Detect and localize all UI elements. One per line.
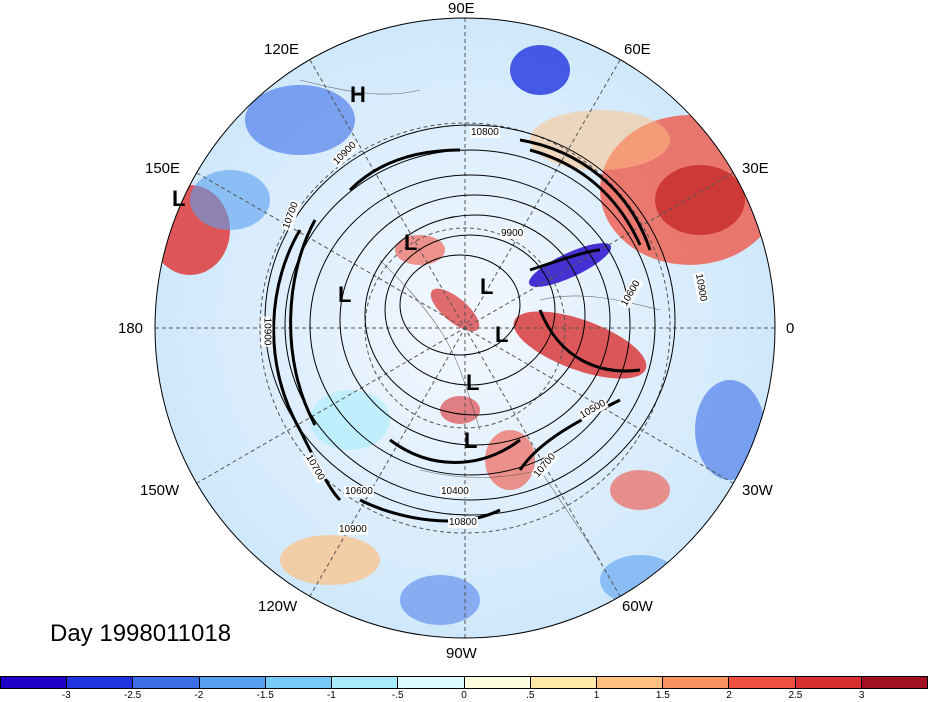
- day-label: Day 1998011018: [50, 620, 232, 647]
- lon-label-120e: 120E: [264, 41, 300, 58]
- lon-label-90e: 90E: [448, 0, 475, 17]
- colorbar-swatch: [265, 677, 333, 688]
- high-pressure-marker: H: [350, 82, 366, 107]
- colorbar-swatch: [530, 677, 597, 688]
- jet-contours: [272, 138, 652, 523]
- lon-label-60e: 60E: [624, 41, 651, 58]
- low-pressure-marker: L: [466, 370, 480, 395]
- colorbar-tick-label: 3: [858, 690, 865, 701]
- colorbar-tick-label: -1: [326, 690, 336, 701]
- map-border: [154, 17, 776, 639]
- colorbar-swatch: [861, 677, 928, 688]
- colorbar-tick-label: -2: [194, 690, 204, 701]
- low-pressure-marker: L: [338, 282, 352, 307]
- colorbar-swatch: [199, 677, 266, 688]
- colorbar-swatch: [332, 677, 399, 688]
- colorbar-tick-label: -3: [61, 690, 71, 701]
- contour-label: 10900: [261, 316, 273, 347]
- lon-label-150w: 150W: [140, 482, 180, 499]
- colorbar: [0, 676, 928, 689]
- lon-label-30e: 30E: [742, 160, 769, 177]
- lon-label-180: 180: [118, 320, 144, 337]
- height-contours: [264, 124, 676, 516]
- polar-map: [154, 17, 776, 639]
- colorbar-tick-label: 1: [593, 690, 600, 701]
- graticule: [155, 18, 775, 638]
- low-pressure-marker: L: [480, 274, 494, 299]
- low-pressure-marker: L: [495, 322, 509, 347]
- colorbar-swatch: [1, 677, 68, 688]
- colorbar-tick-label: -1.5: [256, 690, 274, 701]
- lon-label-0: 0: [786, 320, 795, 337]
- contour-label: 10600: [344, 486, 374, 497]
- colorbar-swatch: [729, 677, 796, 688]
- colorbar-swatch: [464, 677, 531, 688]
- lon-label-90w: 90W: [446, 645, 477, 662]
- colorbar-swatch: [67, 677, 134, 688]
- lon-label-150e: 150E: [145, 160, 181, 177]
- colorbar-tick-label: 2: [726, 690, 732, 701]
- colorbar-tick-label: 1.5: [655, 690, 670, 701]
- colorbar-swatch: [596, 677, 664, 688]
- lon-label-60w: 60W: [622, 598, 653, 615]
- colorbar-tick-label: 2.5: [788, 690, 803, 701]
- low-pressure-marker: L: [464, 428, 478, 453]
- colorbar-swatch: [663, 677, 730, 688]
- colorbar-tick-label: -2.5: [123, 690, 142, 701]
- colorbar-swatch: [398, 677, 465, 688]
- low-pressure-marker: L: [404, 230, 418, 255]
- contour-label: 9900: [500, 228, 525, 239]
- colorbar-swatch: [795, 677, 862, 688]
- lon-label-30w: 30W: [742, 482, 773, 499]
- colorbar-swatch: [133, 677, 200, 688]
- contour-label: 10400: [440, 486, 470, 497]
- anomaly-field: [155, 18, 775, 638]
- contour-label: 10800: [448, 517, 478, 528]
- colorbar-tick-label: -.5: [391, 690, 404, 701]
- colorbar-tick-label: .5: [526, 690, 535, 701]
- lon-label-120w: 120W: [258, 598, 298, 615]
- low-pressure-marker: L: [172, 186, 186, 211]
- contour-label: 10900: [338, 524, 368, 535]
- colorbar-tick-label: 0: [461, 690, 467, 701]
- colorbar-ticks: -3 -2.5 -2 -1.5 -1 -.5 0 .5 1 1.5 2 2.5 3: [0, 690, 928, 702]
- contour-label: 10800: [470, 127, 500, 138]
